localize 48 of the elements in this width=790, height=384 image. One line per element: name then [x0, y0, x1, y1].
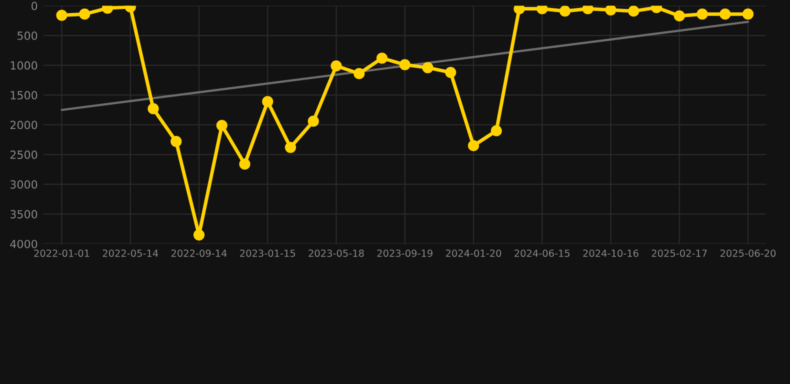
point — [239, 158, 250, 170]
point — [148, 103, 159, 114]
point — [262, 96, 274, 108]
x-tick-label: 2024-06-15 — [514, 250, 570, 257]
x-tick-label: 2022-05-14 — [102, 250, 158, 257]
y-tick-label: 2500 — [10, 150, 38, 159]
y-tick-label: 4000 — [10, 240, 38, 248]
point — [605, 6, 616, 16]
point — [284, 142, 296, 153]
point — [490, 125, 502, 136]
x-tick-label: 2025-06-20 — [720, 250, 776, 257]
point — [354, 68, 365, 80]
point — [193, 229, 205, 240]
x-tick-label: 2023-05-18 — [308, 250, 364, 257]
y-tick-label: 1000 — [10, 61, 38, 70]
point — [720, 8, 731, 20]
x-tick-label: 2023-09-19 — [377, 250, 432, 257]
x-tick-label: 2024-10-16 — [583, 250, 638, 257]
point — [330, 60, 342, 72]
y-tick-label: 2000 — [10, 120, 38, 130]
point — [56, 10, 68, 21]
point — [468, 140, 480, 152]
y-tick-label: 500 — [18, 31, 38, 40]
point — [308, 116, 319, 127]
point — [399, 59, 410, 70]
x-tick-label: 2022-09-14 — [171, 250, 227, 257]
point — [674, 10, 685, 22]
point — [742, 8, 754, 20]
x-tick-label: 2022-01-01 — [34, 250, 90, 257]
x-tick-label: 2024-01-20 — [446, 250, 502, 257]
x-tick-label: 2023-01-15 — [240, 250, 296, 257]
x-tick-label: 2025-02-17 — [652, 250, 707, 257]
point — [536, 6, 548, 14]
point — [445, 66, 456, 78]
y-tick-label: 3000 — [10, 180, 38, 189]
point — [422, 62, 434, 74]
y-tick-label: 1500 — [10, 91, 38, 100]
point — [79, 8, 90, 20]
point — [216, 120, 228, 131]
point — [628, 6, 640, 17]
point — [514, 6, 525, 14]
y-tick-label: 0 — [32, 2, 38, 10]
point — [170, 136, 182, 148]
point — [559, 6, 571, 17]
y-tick-label: 3500 — [10, 210, 38, 218]
point — [582, 6, 594, 14]
point — [696, 8, 708, 20]
point — [376, 52, 388, 64]
